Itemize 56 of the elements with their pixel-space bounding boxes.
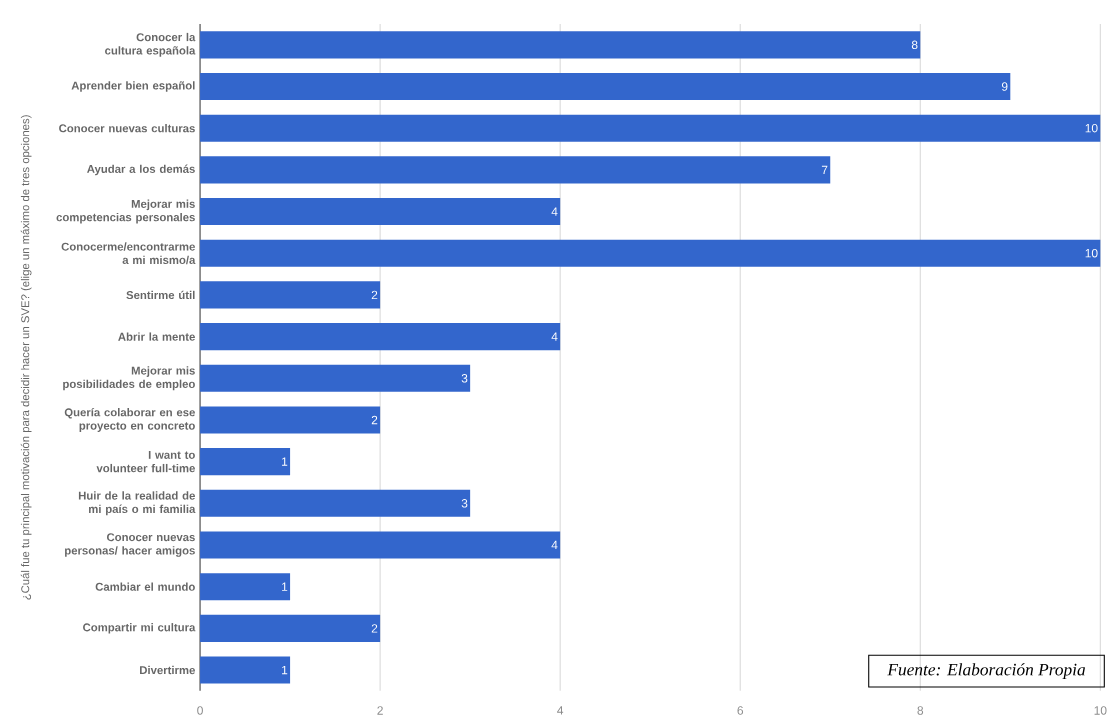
bar [200,364,471,392]
data-label: 3 [461,373,468,383]
y-tick-label: Aprender bien español [71,81,195,92]
y-tick-label: Conocerme/encontrarme a mi mismo/a [61,242,196,265]
bar [200,114,1101,142]
y-tick-label: I want to volunteer full-time [96,450,195,473]
y-tick-label: Abrir la mente [118,332,195,341]
x-tick-label: 8 [917,706,924,715]
data-label: 3 [461,498,468,508]
bar [200,489,471,517]
bar [200,447,291,476]
x-tick-label: 6 [737,706,744,715]
y-tick-label: Huir de la realidad de mi país o mi familia [78,491,196,516]
data-label: 4 [551,540,558,550]
y-tick-label: Divertirme [140,665,195,675]
y-tick-label: Conocer nuevas culturas [59,123,195,133]
data-label: 4 [551,332,558,341]
bar [200,156,831,184]
data-label: 8 [911,40,918,50]
bar [200,72,1011,100]
data-label: 4 [551,207,558,216]
data-label: 1 [282,582,288,591]
bar [200,31,921,59]
y-tick-label: Ayudar a los demás [87,164,195,176]
y-tick-label: Sentirme útil [126,290,195,300]
bar [200,531,561,559]
y-tick-label: Cambiar el mundo [95,582,195,591]
x-tick-label: 4 [557,706,564,715]
data-label: 10 [1085,123,1098,133]
bar [200,614,381,642]
bar [200,281,381,309]
y-tick-label: Conocer la cultura española [105,32,196,57]
y-tick-label: Mejorar mis posibilidades de empleo [63,366,195,391]
data-label: 1 [282,457,288,466]
data-label: 2 [371,624,378,633]
data-label: 1 [282,665,288,675]
bar [200,197,561,226]
y-tick-label: Quería colaborar en ese proyecto en concreto [64,407,195,432]
data-label: 2 [371,290,378,300]
bar [200,656,291,684]
bar [200,239,1101,267]
y-axis-title: ¿Cuál fue tu principal motivación para decidir hacer un SVE? (elige un máximo de tres opciones) [20,115,32,600]
data-label: 7 [821,165,828,174]
bar [200,322,561,351]
y-tick-label: Mejorar mis competencias personales [56,199,195,224]
bar [200,406,381,434]
y-tick-label: Conocer nuevas personas/ hacer amigos [65,533,195,557]
x-tick-label: 0 [197,706,203,715]
annotation: Fuente: Elaboración Propia [887,663,1086,679]
x-tick-label: 2 [377,706,383,715]
data-label: 9 [1001,82,1008,91]
x-tick-label: 10 [1094,706,1107,715]
bar [200,573,291,601]
data-label: 2 [371,415,378,425]
y-tick-label: Compartir mi cultura [83,622,196,634]
data-label: 10 [1085,248,1098,258]
